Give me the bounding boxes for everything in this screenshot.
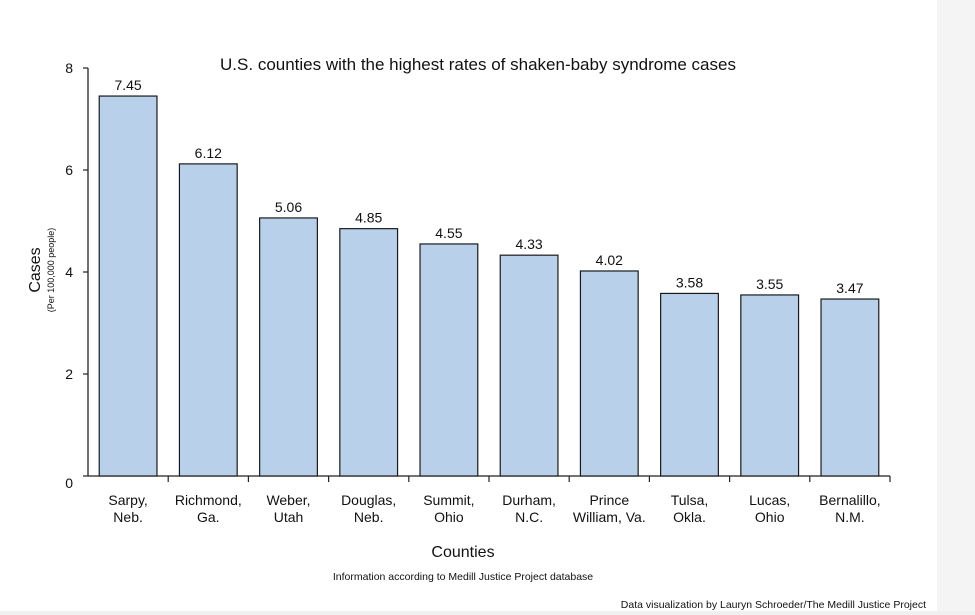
x-tick-label: Ohio [755, 509, 785, 525]
data-label: 6.12 [195, 145, 222, 161]
x-tick-label: Neb. [113, 509, 143, 525]
data-label: 4.85 [355, 210, 382, 226]
data-label: 7.45 [114, 77, 141, 93]
x-tick-label: Lucas, [749, 492, 790, 508]
data-label: 3.55 [756, 276, 783, 292]
x-tick-label: Richmond, [175, 492, 242, 508]
x-tick-label: N.C. [515, 509, 543, 525]
bar [339, 228, 399, 477]
y-axis: 0 2 4 6 8 [65, 60, 89, 491]
bar [660, 292, 719, 477]
data-label: 4.02 [596, 252, 623, 268]
x-tick-label: Douglas, [341, 492, 396, 508]
data-label: 4.33 [515, 236, 542, 252]
bar-group [98, 95, 880, 477]
x-tick-label: N.M. [835, 509, 865, 525]
bar [419, 243, 479, 477]
x-axis [88, 475, 891, 482]
bar [259, 217, 318, 477]
x-tick-label: William, Va. [573, 509, 646, 525]
bar [98, 95, 158, 477]
x-tick-group [167, 476, 891, 482]
y-tick-label: 0 [65, 475, 73, 491]
x-tick-label: Sarpy, [108, 492, 147, 508]
x-tick-label: Okla. [673, 509, 706, 525]
bar [579, 270, 639, 477]
x-tick-label: Ga. [197, 509, 220, 525]
x-tick-label: Tulsa, [671, 492, 709, 508]
x-tick-label: Neb. [354, 509, 384, 525]
right-margin-strip [937, 0, 975, 615]
y-axis-title: Cases (Per 100,000 people) [27, 228, 56, 313]
x-tick-label: Summit, [423, 492, 474, 508]
source-note: Information according to Medill Justice … [333, 571, 593, 583]
y-tick-label: 2 [65, 366, 73, 382]
x-axis-label: Counties [431, 544, 494, 561]
data-label: 5.06 [275, 199, 302, 215]
y-tick-label: 6 [65, 162, 73, 178]
y-tick-group: 0 2 4 6 8 [65, 60, 88, 491]
x-tick-label: Prince [589, 492, 629, 508]
x-tick-label: Ohio [434, 509, 464, 525]
y-tick-label: 4 [65, 264, 73, 280]
bar [740, 294, 800, 477]
x-tick-label: Durham, [502, 492, 556, 508]
value-label-group: 7.45 6.12 5.06 4.85 4.55 4.33 4.02 3.58 3.55 3.47 [114, 77, 863, 296]
y-axis-label: Cases [27, 247, 44, 292]
x-tick-label: Bernalillo, [819, 492, 880, 508]
data-label: 3.47 [836, 280, 863, 296]
chart-title: U.S. counties with the highest rates of … [220, 55, 736, 74]
bottom-margin-strip [0, 611, 975, 615]
x-tick-label: Weber, [266, 492, 310, 508]
data-label: 4.55 [435, 225, 462, 241]
bar [178, 163, 238, 477]
y-axis-sublabel: (Per 100,000 people) [46, 228, 56, 313]
y-tick-label: 8 [65, 60, 73, 76]
category-label-group: Sarpy,Neb.Richmond,Ga.Weber,UtahDouglas,… [108, 492, 880, 525]
x-tick-label: Utah [274, 509, 304, 525]
data-label: 3.58 [676, 274, 703, 290]
credit-note: Data visualization by Lauryn Schroeder/T… [621, 599, 926, 611]
bar [499, 254, 559, 477]
bar [820, 298, 880, 477]
